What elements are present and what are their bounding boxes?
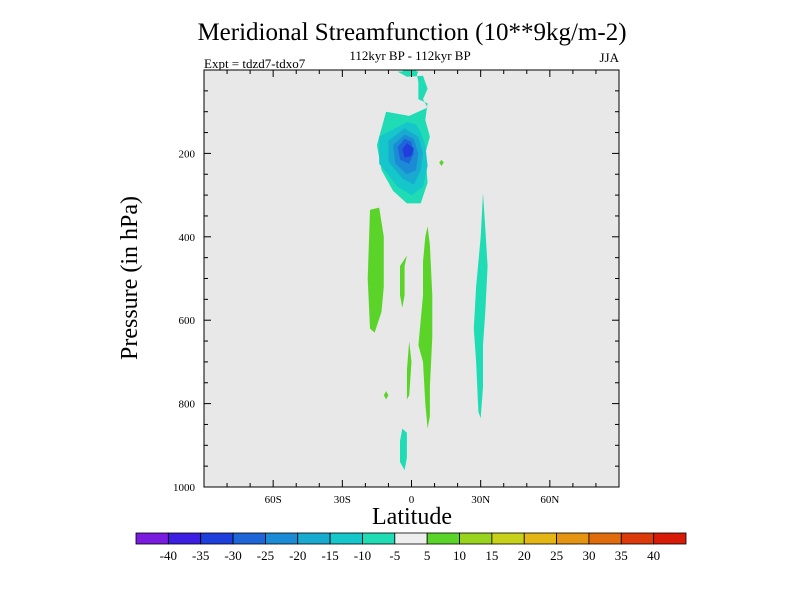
colorbar-label: -40 xyxy=(160,548,177,563)
colorbar-label: -10 xyxy=(354,548,371,563)
chart-title: Meridional Streamfunction (10**9kg/m-2) xyxy=(197,19,626,46)
colorbar-swatch xyxy=(523,532,557,545)
colorbar-label: 25 xyxy=(550,548,563,563)
colorbar-swatch xyxy=(394,532,428,545)
colorbar-swatch xyxy=(459,532,493,545)
colorbar-label: -15 xyxy=(321,548,338,563)
colorbar-swatch xyxy=(653,532,687,545)
colorbar-label: -5 xyxy=(389,548,400,563)
colorbar-label: -25 xyxy=(257,548,274,563)
colorbar-swatch xyxy=(491,532,525,545)
x-tick-label: 60N xyxy=(540,494,559,506)
y-axis: 200 400 600 800 1000 xyxy=(173,90,619,494)
x-axis-label: Latitude xyxy=(372,504,452,530)
colorbar-swatch xyxy=(329,532,363,545)
colorbar-swatch xyxy=(362,532,396,545)
contour-region-10 xyxy=(406,341,412,400)
colorbar-swatch xyxy=(232,532,266,545)
y-axis-label: Pressure (in hPa) xyxy=(117,196,143,360)
colorbar-swatch xyxy=(200,532,234,545)
colorbar-label: 30 xyxy=(582,548,595,563)
colorbar-label: -20 xyxy=(289,548,306,563)
y-tick-label: 400 xyxy=(179,232,196,244)
colorbar-swatch xyxy=(620,532,655,545)
plot-area xyxy=(203,69,620,488)
contour-region-12 xyxy=(439,159,444,166)
contour-region-6 xyxy=(402,143,414,158)
colorbar-swatch xyxy=(556,532,590,545)
y-tick-label: 600 xyxy=(179,315,196,327)
x-tick-label: 30S xyxy=(334,494,351,506)
x-axis: 60S 30S 0 30N 60N xyxy=(226,70,597,506)
colorbar-label: 40 xyxy=(647,548,660,563)
colorbar-label: 20 xyxy=(518,548,531,563)
colorbar-label: -30 xyxy=(224,548,241,563)
colorbar-swatch xyxy=(265,532,299,545)
season-label: JJA xyxy=(599,50,619,65)
colorbar-label: 5 xyxy=(424,548,431,563)
y-tick-label: 1000 xyxy=(173,482,196,494)
colorbar-label: -35 xyxy=(192,548,209,563)
x-tick-label: 60S xyxy=(265,494,282,506)
y-tick-label: 200 xyxy=(179,148,196,160)
colorbar-label: 10 xyxy=(453,548,466,563)
colorbar-label: 15 xyxy=(485,548,498,563)
x-tick-label: 0 xyxy=(409,494,415,506)
colorbar-swatch xyxy=(167,532,202,545)
colorbar-label: 35 xyxy=(615,548,628,563)
contour-region-7 xyxy=(367,207,384,333)
contour-region-13 xyxy=(473,193,488,419)
experiment-label: Expt = tdzd7-tdxo7 xyxy=(204,56,306,71)
colorbar-swatch xyxy=(426,532,460,545)
colorbar-swatch xyxy=(588,532,622,545)
y-tick-label: 800 xyxy=(179,399,196,411)
colorbar-swatch xyxy=(297,532,331,545)
colorbar-swatch xyxy=(135,532,169,545)
contour-region-14 xyxy=(400,428,407,471)
contour-region-9 xyxy=(418,226,433,429)
colorbar: -40 -35 -30 -25 -20 -15 -10 -5 5 10 15 20 25 30 35 40 xyxy=(135,532,687,563)
contour-region-8 xyxy=(400,255,407,308)
chart-subtitle: 112kyr BP - 112kyr BP xyxy=(349,48,470,63)
contour-region-11 xyxy=(383,391,389,400)
x-tick-label: 30N xyxy=(471,494,490,506)
